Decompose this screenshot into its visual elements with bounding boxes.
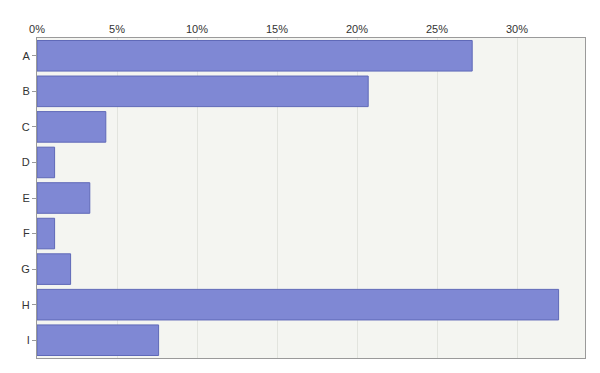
svg-text:5%: 5% (109, 23, 125, 35)
svg-text:E: E (22, 192, 29, 204)
svg-text:30%: 30% (506, 23, 528, 35)
svg-text:20%: 20% (346, 23, 368, 35)
svg-text:B: B (22, 85, 29, 97)
svg-text:0%: 0% (29, 23, 45, 35)
svg-text:D: D (22, 156, 30, 168)
svg-text:F: F (23, 227, 30, 239)
svg-text:A: A (22, 50, 30, 62)
svg-text:15%: 15% (266, 23, 288, 35)
svg-text:G: G (21, 263, 30, 275)
svg-text:C: C (22, 121, 30, 133)
svg-text:I: I (27, 334, 30, 346)
svg-text:10%: 10% (186, 23, 208, 35)
svg-text:H: H (22, 299, 30, 311)
svg-text:25%: 25% (426, 23, 448, 35)
